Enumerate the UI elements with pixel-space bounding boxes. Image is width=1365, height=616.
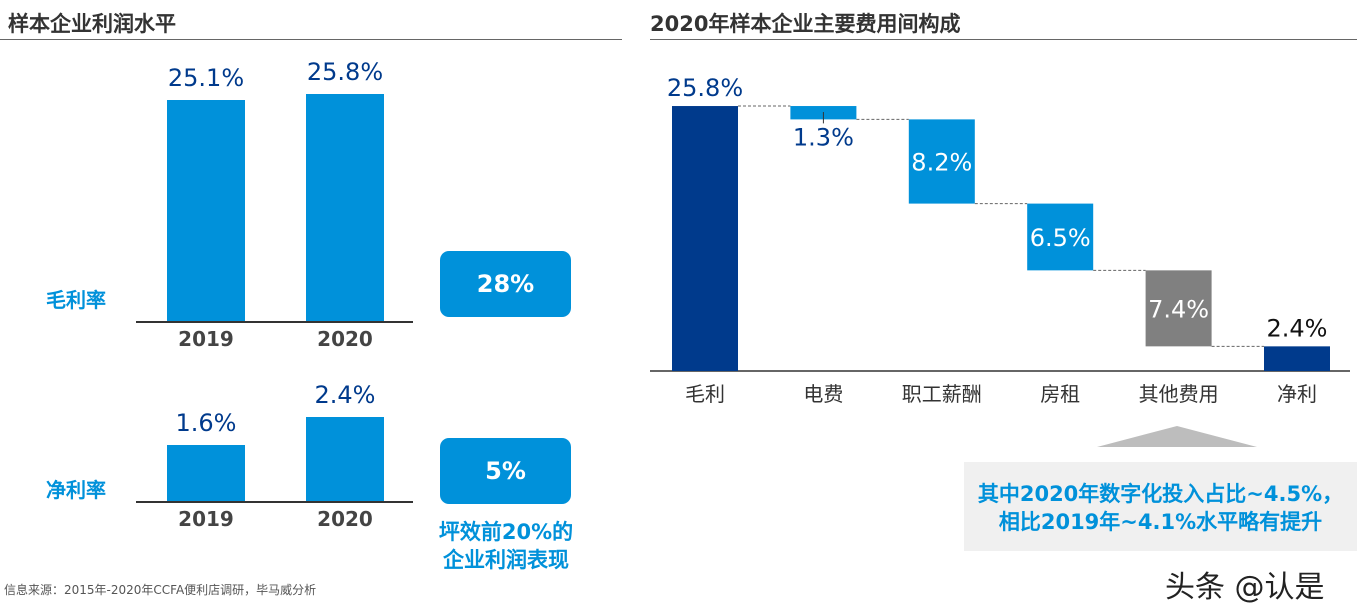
callout-arrow <box>1097 426 1257 447</box>
axis-line <box>136 321 413 323</box>
data-label: 1.6% <box>175 409 237 437</box>
axis-line <box>136 501 413 503</box>
data-label: 8.2% <box>911 148 972 176</box>
category-label: 2020 <box>317 327 373 351</box>
bar-职工薪酬 <box>908 119 975 204</box>
bar-毛利 <box>672 106 738 371</box>
callout-box <box>964 462 1357 551</box>
left-title: 样本企业利润水平 <box>8 12 176 36</box>
category-label: 2019 <box>178 507 234 531</box>
waterfall-chart: 25.8% 毛利 1.3% 电费 8.2% 职工薪酬 6.5% 房租 7.4% 其他费用 2.4% 净… <box>650 74 1350 406</box>
net-margin-label: 净利率 <box>46 478 106 502</box>
category-label: 毛利 <box>685 382 725 406</box>
bar-房租 <box>1027 203 1094 271</box>
data-label: 1.3% <box>793 123 854 151</box>
data-label: 25.8% <box>667 74 743 102</box>
bar-其他费用 <box>1145 270 1212 347</box>
category-label: 职工薪酬 <box>902 382 982 406</box>
category-label: 2020 <box>317 507 373 531</box>
category-label: 净利 <box>1277 382 1317 406</box>
gross-margin-label: 毛利率 <box>46 288 106 312</box>
callout-line-1: 其中2020年数字化投入占比~4.5%， <box>977 482 1344 506</box>
bar-2019 <box>167 445 245 501</box>
callout-line-2: 相比2019年~4.1%水平略有提升 <box>998 510 1323 534</box>
right-title: 2020年样本企业主要费用间构成 <box>650 12 961 36</box>
right-title-rule <box>650 39 1357 40</box>
category-label: 电费 <box>803 382 843 406</box>
gross-highlight-box: 28% <box>440 251 571 317</box>
data-label: 2.4% <box>1267 314 1328 342</box>
net-highlight-box: 5% <box>440 438 571 504</box>
category-label: 房租 <box>1040 382 1080 406</box>
bar-2020 <box>306 417 384 501</box>
bar-2020 <box>306 93 384 321</box>
data-label: 2.4% <box>314 381 376 409</box>
category-label: 其他费用 <box>1139 382 1219 406</box>
category-label: 2019 <box>178 327 234 351</box>
bar-2019 <box>167 100 245 321</box>
watermark: 头条 @认是 <box>1165 570 1325 605</box>
source-note: 信息来源：2015年-2020年CCFA便利店调研，毕马威分析 <box>4 583 317 597</box>
data-label: 7.4% <box>1148 295 1209 323</box>
left-title-rule <box>0 39 622 40</box>
highlight-note-1: 坪效前20%的 <box>438 520 574 544</box>
data-label: 25.8% <box>306 57 384 86</box>
bar-净利 <box>1264 346 1330 371</box>
data-label: 6.5% <box>1030 224 1091 252</box>
highlight-note-2: 企业利润表现 <box>443 548 569 572</box>
data-label: 25.1% <box>167 64 245 93</box>
